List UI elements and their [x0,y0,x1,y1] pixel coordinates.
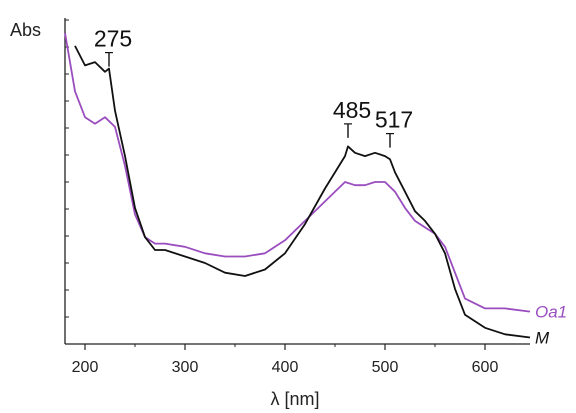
peak-label-275: 275 [94,26,132,52]
peak-annotations: 275 485 517 [94,26,413,148]
x-axis: 200 300 400 500 600 [65,343,530,376]
x-tick-label-600: 600 [472,359,499,376]
x-axis-ticks: 200 300 400 500 600 [72,344,499,376]
series-label-oa1: Oa1 [535,303,567,322]
series-label-m: M [535,329,550,348]
x-tick-label-400: 400 [272,359,299,376]
series-labels: Oa1 M [535,303,567,348]
y-axis-title: Abs [10,20,41,40]
y-axis [64,18,69,344]
peak-label-485: 485 [333,97,371,123]
peak-label-517: 517 [375,107,413,133]
series-line-oa1 [64,32,531,313]
series-line-m [74,45,531,339]
x-tick-label-300: 300 [172,359,199,376]
x-axis-title: λ [nm] [270,389,319,409]
x-tick-label-500: 500 [372,359,399,376]
x-tick-label-200: 200 [72,359,99,376]
y-axis-minor-ticks [65,19,69,318]
series-group [64,32,531,339]
